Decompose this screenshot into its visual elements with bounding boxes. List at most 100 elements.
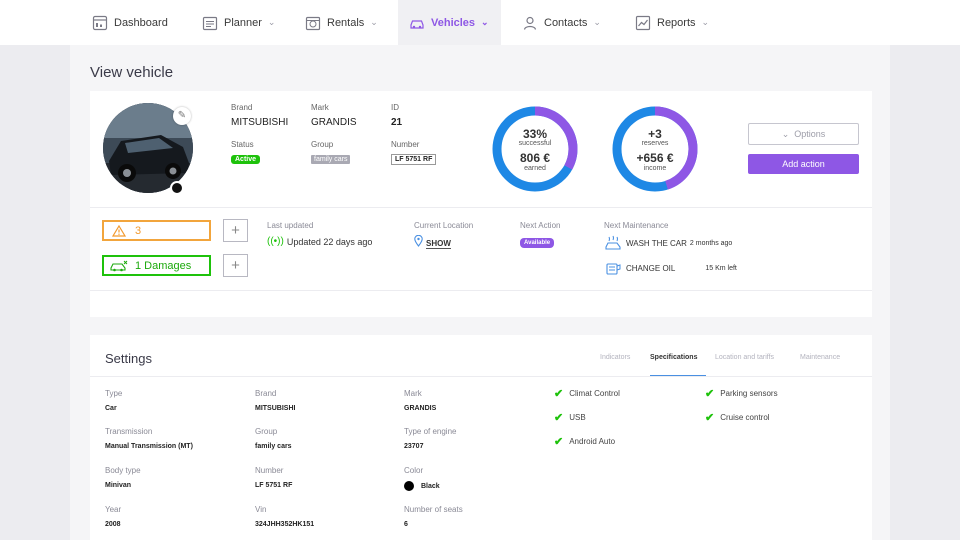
car-icon	[410, 19, 424, 29]
reserves-count: +3	[648, 127, 662, 141]
success-ring-fill	[492, 106, 578, 192]
chevron-down-icon: ⌄	[481, 17, 489, 27]
color-value: Black	[421, 482, 440, 490]
nav-rentals[interactable]: Rentals ⌄	[305, 0, 378, 45]
settings-divider	[90, 376, 872, 377]
settings-card: Settings Indicators Specifications Locat…	[90, 335, 872, 540]
chevron-down-icon: ⌄	[781, 128, 790, 139]
brand-value: MITSUBISHI	[231, 117, 289, 128]
spec-label: Vin	[255, 505, 267, 514]
spec-value: 6	[404, 521, 408, 528]
page-title: View vehicle	[90, 64, 174, 81]
id-label: ID	[391, 103, 399, 112]
reserves-ring	[612, 106, 698, 192]
spec-value: 324JHH352HK151	[255, 521, 315, 528]
feature-label: Cruise control	[720, 413, 770, 422]
top-navigation: Dashboard Planner ⌄ Rentals ⌄ Vehicles ⌄…	[0, 0, 960, 45]
success-donut: 33% successful 806 € earned	[490, 104, 580, 194]
feature-item: ✔ Climat Control	[554, 387, 620, 400]
tab-maintenance[interactable]: Maintenance	[800, 354, 841, 361]
spec-value: MITSUBISHI	[255, 405, 296, 412]
spec-value: family cars	[255, 443, 292, 450]
spec-value: Black	[404, 481, 440, 491]
success-percent-label: successful	[518, 140, 552, 147]
feature-item: ✔ USB	[554, 411, 586, 424]
reserves-label: reserves	[641, 140, 669, 147]
add-action-button[interactable]: Add action	[748, 154, 859, 174]
feature-label: Climat Control	[569, 389, 620, 398]
location-label: Current Location	[414, 221, 474, 230]
spec-label: Transmission	[105, 427, 153, 436]
nav-planner[interactable]: Planner ⌄	[202, 0, 275, 45]
success-ring	[492, 106, 578, 192]
check-icon: ✔	[705, 412, 715, 424]
feature-item: ✔ Parking sensors	[705, 387, 778, 400]
spec-label: Brand	[255, 389, 277, 398]
check-icon: ✔	[705, 388, 715, 400]
nav-reports[interactable]: Reports ⌄	[635, 0, 709, 45]
nav-planner-label: Planner	[224, 16, 262, 29]
show-location-link[interactable]: SHOW	[426, 239, 451, 249]
add-damage-button[interactable]: +	[223, 254, 248, 277]
warning-icon	[112, 224, 126, 237]
location-pin-icon	[414, 235, 423, 247]
mark-label: Mark	[311, 103, 329, 112]
feature-item: ✔ Android Auto	[554, 435, 615, 448]
nav-contacts-label: Contacts	[544, 16, 588, 29]
reserves-donut: +3 reserves +656 € income	[610, 104, 700, 194]
tab-location-and-tariffs[interactable]: Location and tariffs	[715, 354, 775, 361]
feature-label: Android Auto	[569, 437, 616, 446]
dashboard-icon	[92, 15, 108, 30]
card-divider	[90, 290, 872, 291]
status-badge: Active	[231, 155, 261, 164]
last-updated-label: Last updated	[267, 221, 314, 230]
maintenance-item: CHANGE OIL 15 Km left	[604, 260, 737, 276]
car-damage-icon	[110, 260, 128, 271]
spec-label: Year	[105, 505, 122, 514]
options-label: Options	[794, 129, 826, 139]
spec-label: Type of engine	[404, 427, 457, 436]
options-dropdown[interactable]: ⌄ Options	[748, 123, 859, 145]
maintenance-when: 15 Km left	[705, 264, 737, 272]
spec-value: Minivan	[105, 482, 132, 489]
maintenance-task: WASH THE CAR	[626, 238, 687, 248]
next-action-badge: Available	[520, 238, 555, 248]
next-action-label: Next Action	[520, 221, 561, 230]
planner-icon	[202, 16, 218, 30]
spec-label: Group	[255, 427, 278, 436]
warnings-button[interactable]: 3	[102, 220, 211, 241]
reserves-ring-fill	[612, 106, 698, 192]
id-value: 21	[391, 117, 403, 128]
spec-label: Mark	[404, 389, 422, 398]
income-label: income	[643, 165, 667, 172]
add-warning-button[interactable]: +	[223, 219, 248, 242]
spec-value: LF 5751 RF	[255, 482, 293, 489]
feature-label: USB	[569, 413, 586, 422]
status-label: Status	[231, 140, 254, 149]
warnings-count: 3	[135, 224, 142, 237]
maintenance-task: CHANGE OIL	[626, 263, 676, 273]
spec-value: 2008	[105, 521, 121, 528]
next-maintenance-label: Next Maintenance	[604, 221, 669, 230]
spec-value: 23707	[404, 443, 424, 450]
spec-value: Manual Transmission (MT)	[105, 443, 193, 450]
nav-dashboard[interactable]: Dashboard	[92, 0, 168, 45]
tab-indicators[interactable]: Indicators	[600, 354, 631, 361]
nav-contacts[interactable]: Contacts ⌄	[522, 0, 601, 45]
nav-reports-label: Reports	[657, 16, 696, 29]
maintenance-item: WASH THE CAR 2 months ago	[604, 235, 732, 251]
damages-label: 1 Damages	[135, 259, 192, 272]
edit-photo-button[interactable]: ✎	[173, 107, 191, 125]
check-icon: ✔	[554, 388, 564, 400]
earned-label: earned	[524, 165, 546, 172]
main-content: View vehicle ✎ Brand MITSUBISHI Mark GRA…	[70, 45, 890, 540]
nav-vehicles[interactable]: Vehicles ⌄	[398, 0, 501, 45]
feature-item: ✔ Cruise control	[705, 411, 770, 424]
color-swatch	[404, 481, 414, 491]
tab-specifications[interactable]: Specifications	[650, 354, 698, 361]
spec-label: Type	[105, 389, 123, 398]
spec-label: Number of seats	[404, 505, 463, 514]
damages-button[interactable]: 1 Damages	[102, 255, 211, 276]
success-percent: 33%	[522, 127, 548, 141]
spec-value: GRANDIS	[404, 405, 437, 412]
